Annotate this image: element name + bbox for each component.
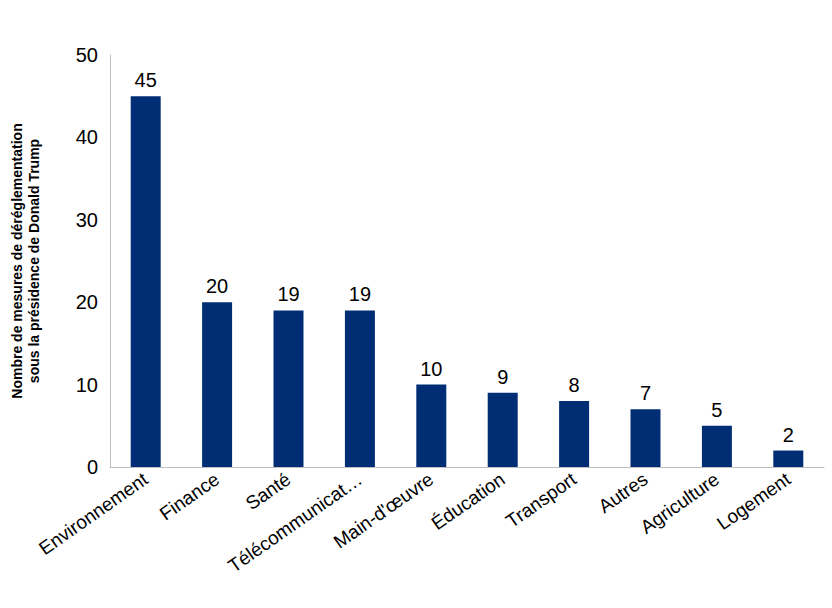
svg-text:20: 20	[76, 291, 98, 313]
svg-text:Main-d'œuvre: Main-d'œuvre	[330, 468, 438, 552]
svg-text:2: 2	[783, 424, 794, 446]
svg-text:Logement: Logement	[713, 468, 795, 534]
svg-text:9: 9	[497, 366, 508, 388]
svg-text:Environnement: Environnement	[35, 468, 152, 559]
svg-text:40: 40	[76, 126, 98, 148]
svg-text:45: 45	[135, 69, 157, 91]
svg-text:Agriculture: Agriculture	[636, 468, 722, 537]
svg-text:Finance: Finance	[156, 468, 223, 524]
svg-text:Transport: Transport	[502, 468, 581, 532]
svg-text:20: 20	[206, 275, 228, 297]
svg-text:0: 0	[87, 456, 98, 478]
svg-text:Éducation: Éducation	[427, 468, 508, 534]
svg-text:Santé: Santé	[242, 468, 295, 514]
svg-text:5: 5	[711, 399, 722, 421]
svg-text:Nombre de mesures de dérégleme: Nombre de mesures de déréglementation	[9, 123, 25, 398]
svg-text:sous la présidence de Donald T: sous la présidence de Donald Trump	[26, 139, 42, 383]
svg-text:8: 8	[569, 374, 580, 396]
svg-text:19: 19	[349, 283, 371, 305]
svg-text:19: 19	[277, 283, 299, 305]
svg-text:Télécommunicat…: Télécommunicat…	[224, 468, 366, 576]
svg-text:30: 30	[76, 209, 98, 231]
svg-text:50: 50	[76, 44, 98, 66]
svg-text:Autres: Autres	[594, 468, 651, 517]
svg-text:10: 10	[420, 358, 442, 380]
svg-text:10: 10	[76, 374, 98, 396]
svg-text:7: 7	[640, 382, 651, 404]
